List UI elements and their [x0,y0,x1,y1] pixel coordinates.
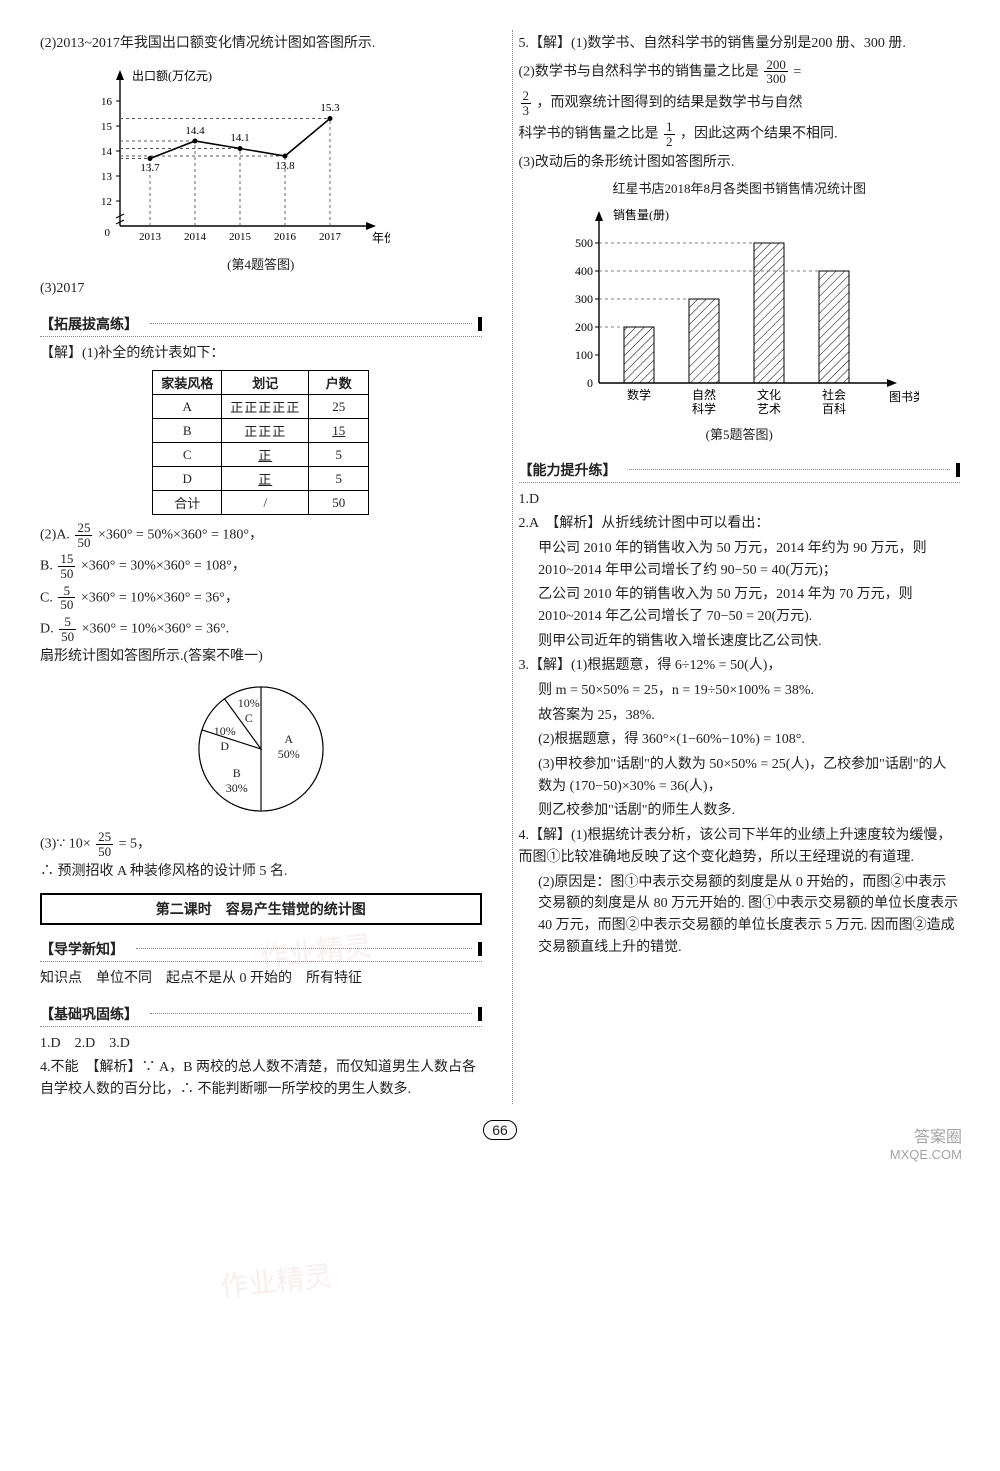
svg-text:500: 500 [575,236,593,250]
eq-a: (2)A. 2550 ×360° = 50%×360° = 180°， [40,521,482,549]
text: 1.D [519,489,961,511]
svg-text:400: 400 [575,264,593,278]
text: 4.【解】(1)根据统计表分析，该公司下半年的业绩上升速度较为缓慢，而图①比较准… [519,825,961,868]
text: 科学书的销售量之比是 12 ，因此这两个结果不相同. [519,120,961,148]
lesson-title-box: 第二课时 容易产生错觉的统计图 [40,893,482,925]
pt2: 14.4 [185,125,205,137]
text: 甲公司 2010 年的销售收入为 50 万元，2014 年约为 90 万元，则 … [519,538,961,581]
text: 知识点 单位不同 起点不是从 0 开始的 所有特征 [40,968,482,990]
svg-text:13: 13 [101,171,113,183]
svg-text:300: 300 [575,292,593,306]
ylabel: 销售量(册) [613,207,669,222]
svg-text:15: 15 [101,121,113,133]
svg-text:12: 12 [101,196,112,208]
style-pie-chart: A50% B30% 10%D 10%C [186,674,336,824]
text: (2)2013~2017年我国出口额变化情况统计图如答图所示. [40,33,482,55]
eq-b: B. 1550 ×360° = 30%×360° = 108°， [40,552,482,580]
left-column: (2)2013~2017年我国出口额变化情况统计图如答图所示. 0 [40,30,488,1104]
svg-text:2014: 2014 [184,231,207,243]
svg-text:数学: 数学 [626,387,650,402]
svg-text:2016: 2016 [274,231,297,243]
svg-text:16: 16 [101,96,113,108]
svg-text:0: 0 [587,376,593,390]
svg-text:0: 0 [105,227,111,239]
text: 扇形统计图如答图所示.(答案不唯一) [40,646,482,668]
section-basic: 【基础巩固练】 [40,1000,482,1027]
export-line-chart: 0 12 13 14 15 16 [70,61,390,251]
pt4: 13.8 [275,160,295,172]
text: 则乙校参加"话剧"的师生人数多. [519,800,961,822]
eq-d: D. 550 ×360° = 10%×360° = 36°. [40,615,482,643]
pt1: 13.7 [140,162,160,174]
text: (2)根据题意，得 360°×(1−60%−10%) = 108°. [519,729,961,751]
text: 则 m = 50×50% = 25，n = 19÷50×100% = 38%. [519,680,961,702]
chart-caption: (第4题答图) [40,255,482,275]
svg-text:2013: 2013 [139,231,162,243]
xlabel: 图书类别 [889,390,919,404]
svg-text:2017: 2017 [319,231,342,243]
bar-chart-title: 红星书店2018年8月各类图书销售情况统计图 [519,179,961,199]
pt5: 15.3 [320,102,340,114]
text: (2)原因是：图①中表示交易额的刻度是从 0 开始的，而图②中表示交易额的刻度是… [519,872,961,959]
text: 23 ，而观察统计图得到的结果是数学书与自然 [519,89,961,117]
watermark: 答案圈 MXQE.COM [890,1123,962,1162]
eq-c: C. 550 ×360° = 10%×360° = 36°， [40,584,482,612]
right-column: 5.【解】(1)数学书、自然科学书的销售量分别是200 册、300 册. (2)… [512,30,961,1104]
text: 则甲公司近年的销售收入增长速度比乙公司快. [519,631,961,653]
svg-text:艺术: 艺术 [756,402,780,416]
pt3: 14.1 [230,132,249,144]
text: (2)数学书与自然科学书的销售量之比是 200300 = [519,58,961,86]
text: 4.不能 【解析】∵ A，B 两校的总人数不清楚，而仅知道男生人数占各自学校人数… [40,1057,482,1100]
text: (3)改动后的条形统计图如答图所示. [519,152,961,174]
svg-text:100: 100 [575,348,593,362]
text: 1.D 2.D 3.D [40,1033,482,1055]
text: 3.【解】(1)根据题意，得 6÷12% = 50(人)， [519,655,961,677]
tally-table: 家装风格 划记 户数 A正正正正正25 B正正正15 C正5 D正5 合计/50 [152,370,369,515]
svg-text:科学: 科学 [691,401,715,416]
ylabel: 出口额(万亿元) [132,68,212,83]
text: 2.A 【解析】从折线统计图中可以看出： [519,513,961,535]
svg-text:百科: 百科 [821,402,845,416]
svg-text:自然: 自然 [691,387,715,402]
svg-text:14: 14 [101,146,113,158]
svg-text:社会: 社会 [821,387,845,402]
text: 故答案为 25，38%. [519,705,961,727]
text: (3)2017 [40,278,482,300]
svg-text:200: 200 [575,320,593,334]
page-number: 66 [40,1122,960,1140]
text: ∴ 预测招收 A 种装修风格的设计师 5 名. [40,861,482,883]
text: 【解】(1)补全的统计表如下： [40,343,482,365]
eq-3: (3)∵ 10× 2550 = 5， [40,830,482,858]
book-sales-bar-chart: 0 100 200 300 400 500 [539,203,919,423]
svg-text:文化: 文化 [756,387,780,402]
bar-caption: (第5题答图) [519,425,961,445]
text: (3)甲校参加"话剧"的人数为 50×50% = 25(人)，乙校参加"话剧"的… [519,754,961,797]
text: 5.【解】(1)数学书、自然科学书的销售量分别是200 册、300 册. [519,33,961,55]
svg-text:2015: 2015 [229,231,252,243]
section-guide: 【导学新知】 [40,935,482,962]
xlabel: 年份 [372,231,390,245]
section-extension: 【拓展拔高练】 [40,310,482,337]
section-ability: 【能力提升练】 [519,456,961,483]
text: 乙公司 2010 年的销售收入为 50 万元，2014 年为 70 万元，则 2… [519,584,961,627]
